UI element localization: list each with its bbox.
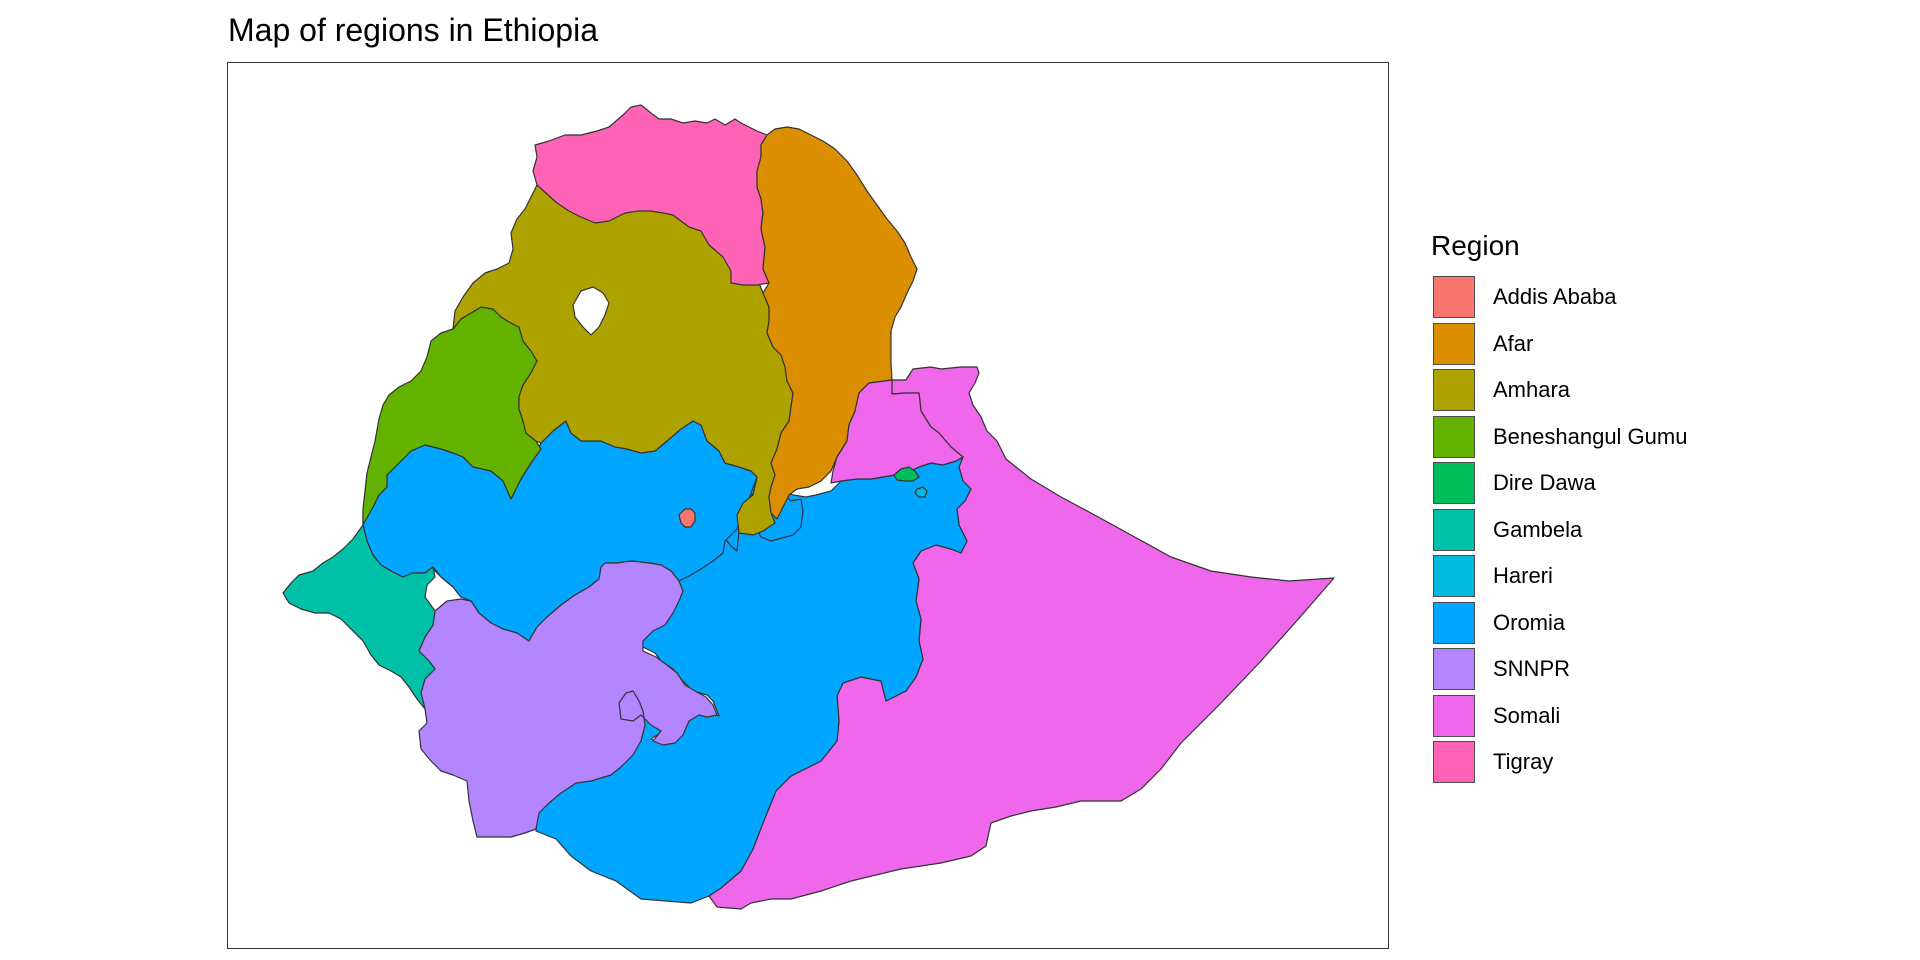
legend-label: Oromia — [1493, 609, 1566, 635]
legend-key-swatch — [1433, 741, 1475, 784]
legend-label: Gambela — [1493, 516, 1583, 542]
legend-item[interactable]: Gambela — [1431, 507, 1687, 554]
legend-label: Dire Dawa — [1493, 470, 1596, 496]
legend-label: Afar — [1493, 330, 1534, 356]
legend-key-swatch — [1433, 462, 1475, 505]
legend-label: Somali — [1493, 702, 1561, 728]
legend-key-swatch — [1433, 415, 1475, 458]
region-dire-dawa[interactable] — [893, 466, 920, 482]
legend-item[interactable]: Beneshangul Gumu — [1431, 414, 1687, 461]
legend-key-swatch — [1433, 322, 1475, 365]
region-snnpr[interactable] — [418, 560, 718, 838]
region-gambela[interactable] — [282, 524, 436, 710]
map-title: Map of regions in Ethiopia — [228, 12, 598, 48]
legend-label: Hareri — [1493, 563, 1553, 589]
region-hareri[interactable] — [914, 486, 928, 498]
legend: Region Addis Ababa Afar Amhara Beneshangul … — [1431, 226, 1687, 786]
legend-item[interactable]: Addis Ababa — [1431, 274, 1687, 321]
legend-key-swatch — [1433, 276, 1475, 319]
legend-item[interactable]: Tigray — [1431, 739, 1687, 786]
legend-item[interactable]: Hareri — [1431, 553, 1687, 600]
legend-label: SNNPR — [1493, 656, 1571, 682]
legend-item[interactable]: SNNPR — [1431, 646, 1687, 693]
legend-label: Beneshangul Gumu — [1493, 423, 1688, 449]
legend-key-swatch — [1433, 648, 1475, 691]
legend-key-swatch — [1433, 694, 1475, 737]
ethiopia-map — [282, 104, 1335, 910]
legend-items: Addis Ababa Afar Amhara Beneshangul Gumu Dir… — [1431, 274, 1687, 786]
legend-key-swatch — [1433, 601, 1475, 644]
legend-item[interactable]: Somali — [1431, 693, 1687, 740]
legend-label: Tigray — [1493, 749, 1554, 775]
legend-item[interactable]: Oromia — [1431, 600, 1687, 647]
legend-item[interactable]: Dire Dawa — [1431, 460, 1687, 507]
region-afar[interactable] — [756, 126, 918, 520]
legend-key-swatch — [1433, 508, 1475, 551]
legend-label: Addis Ababa — [1493, 284, 1617, 310]
legend-item[interactable]: Amhara — [1431, 367, 1687, 414]
legend-key-swatch — [1433, 555, 1475, 598]
legend-label: Amhara — [1493, 377, 1571, 403]
legend-key-swatch — [1433, 369, 1475, 412]
map-panel — [227, 62, 1389, 949]
legend-item[interactable]: Afar — [1431, 321, 1687, 368]
region-addis-ababa[interactable] — [678, 508, 696, 528]
legend-title: Region — [1431, 230, 1520, 261]
